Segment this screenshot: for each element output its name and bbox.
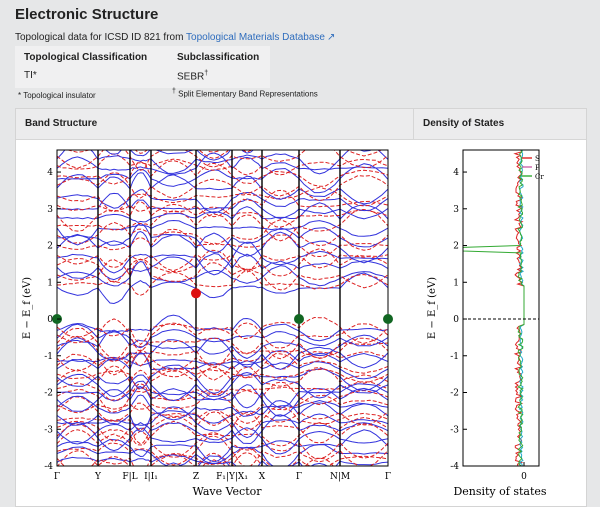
band-structure-header: Band Structure (16, 109, 414, 140)
sebr-note: † Split Elementary Band Representations (172, 88, 318, 99)
sebr-note-dagger: † (172, 88, 176, 95)
density-of-states-header: Density of States (414, 109, 586, 140)
subclassification-header: Subclassification (177, 52, 260, 63)
subclassification-text: SEBR (177, 71, 205, 83)
topological-classification-header: Topological Classification (24, 52, 148, 63)
classification-table: Topological Classification Subclassifica… (15, 46, 270, 88)
topological-classification-value: TI* (24, 70, 37, 81)
topological-insulator-note: * Topological insulator (18, 91, 96, 100)
external-link-icon[interactable]: ↗ (326, 32, 336, 43)
sebr-note-text: Split Elementary Band Representations (175, 89, 318, 99)
dagger-mark: † (204, 70, 209, 77)
data-source-line: Topological data for ICSD ID 821 from To… (15, 32, 335, 43)
subclassification-value: SEBR† (177, 70, 208, 82)
electronic-structure-panel: Band Structure Density of States (15, 108, 587, 507)
materials-database-link[interactable]: Topological Materials Database (186, 32, 325, 43)
data-source-text: Topological data for ICSD ID 821 from (15, 32, 187, 43)
page-title: Electronic Structure (15, 6, 159, 23)
